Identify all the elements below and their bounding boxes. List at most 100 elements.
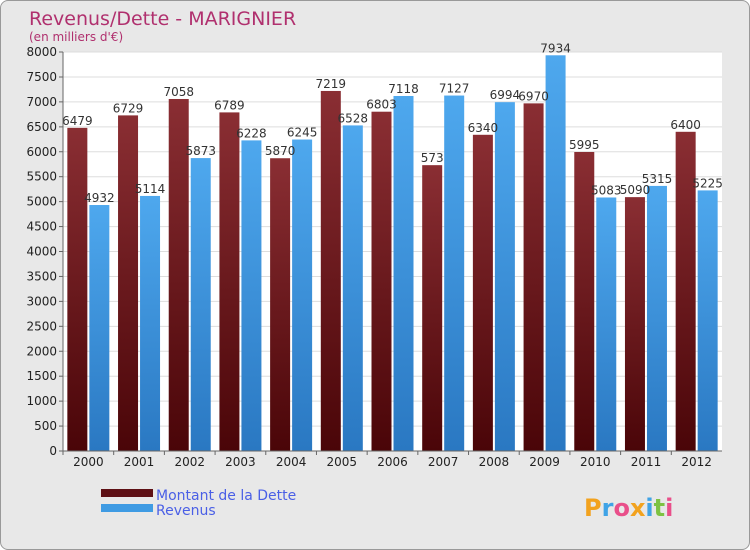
data-label: 6789 — [214, 98, 245, 112]
chart-subtitle: (en milliers d'€) — [29, 30, 123, 44]
bar-dette — [270, 158, 291, 451]
data-label: 6400 — [670, 118, 701, 132]
data-label: 6528 — [338, 111, 369, 125]
x-tick-label: 2007 — [428, 455, 459, 469]
proxiti-logo: Proxiti — [584, 494, 673, 522]
bar-dette — [422, 165, 443, 451]
legend-label-revenus: Revenus — [156, 503, 216, 519]
bar-revenus — [241, 140, 262, 452]
y-tick-label: 8000 — [26, 45, 57, 59]
x-tick-label: 2011 — [631, 455, 662, 469]
y-tick-label: 0 — [49, 444, 57, 458]
bar-revenus — [444, 95, 465, 451]
y-tick-label: 7000 — [26, 95, 57, 109]
logo-letter: r — [602, 494, 614, 522]
bar-dette — [675, 131, 696, 452]
bar-revenus — [190, 158, 211, 452]
data-label: 4932 — [84, 191, 115, 205]
x-tick-label: 2012 — [681, 455, 712, 469]
y-tick-label: 5000 — [26, 195, 57, 209]
bar-revenus — [697, 190, 718, 451]
legend: Montant de la Dette Revenus — [101, 488, 296, 519]
bar-revenus — [494, 102, 515, 451]
bar-revenus — [646, 185, 667, 451]
bar-revenus — [292, 139, 313, 451]
data-label: 5225 — [692, 176, 723, 190]
y-tick-label: 4500 — [26, 220, 57, 234]
y-tick-label: 3000 — [26, 294, 57, 308]
bar-revenus — [89, 205, 110, 451]
y-tick-label: 1500 — [26, 369, 57, 383]
data-labels-layer: 6479 4932 6729 5114 7058 5873 6789 6228 5870 6245… — [62, 41, 723, 205]
legend-label-dette: Montant de la Dette — [156, 488, 296, 504]
x-tick-label: 2001 — [124, 455, 155, 469]
data-label: 573 — [421, 151, 444, 165]
y-tick-label: 500 — [34, 419, 57, 433]
data-label: 5083 — [591, 183, 622, 197]
logo-letter: P — [584, 494, 602, 522]
axis-layer: 0 500 1000 1500 2000 2500 3000 3500 4000 4500 5000… — [26, 45, 722, 469]
x-tick-label: 2005 — [327, 455, 358, 469]
data-label: 6994 — [490, 88, 521, 102]
x-tick-label: 2004 — [276, 455, 307, 469]
bar-dette — [320, 90, 341, 451]
bar-dette — [118, 115, 139, 452]
y-tick-label: 6500 — [26, 120, 57, 134]
bar-dette — [574, 151, 595, 451]
y-tick-label: 2500 — [26, 319, 57, 333]
y-tick-label: 1000 — [26, 394, 57, 408]
bar-dette — [67, 127, 88, 452]
bar-revenus — [393, 95, 414, 451]
data-label: 5873 — [185, 144, 216, 158]
data-label: 6479 — [62, 114, 93, 128]
x-tick-label: 2006 — [377, 455, 408, 469]
logo-letter: o — [613, 494, 630, 522]
data-label: 7118 — [388, 82, 419, 96]
y-tick-label: 6000 — [26, 145, 57, 159]
bar-revenus — [596, 197, 617, 451]
legend-swatch-revenus — [101, 504, 153, 512]
logo-letter: t — [654, 494, 665, 522]
data-label: 5114 — [135, 182, 166, 196]
data-label: 7219 — [316, 77, 347, 91]
y-tick-label: 2000 — [26, 344, 57, 358]
data-label: 5090 — [620, 183, 651, 197]
bar-revenus — [545, 55, 566, 451]
x-tick-label: 2010 — [580, 455, 611, 469]
logo-letter: i — [645, 494, 653, 522]
data-label: 5315 — [642, 172, 673, 186]
data-label: 6803 — [366, 98, 397, 112]
bars-layer — [67, 55, 718, 452]
data-label: 6228 — [236, 126, 267, 140]
data-label: 5870 — [265, 144, 296, 158]
data-label: 7934 — [540, 41, 571, 55]
bar-revenus — [140, 195, 161, 451]
bar-dette — [219, 112, 240, 452]
bar-dette — [624, 197, 645, 451]
x-tick-label: 2003 — [225, 455, 256, 469]
data-label: 7058 — [163, 85, 194, 99]
y-tick-label: 3500 — [26, 269, 57, 283]
x-tick-label: 2000 — [73, 455, 104, 469]
logo-letter: x — [630, 494, 646, 522]
chart-title: Revenus/Dette - MARIGNIER — [29, 8, 296, 30]
grid-layer — [63, 51, 722, 452]
bar-dette — [523, 103, 544, 451]
legend-swatch-dette — [101, 489, 153, 497]
data-label: 6729 — [113, 101, 144, 115]
data-label: 5995 — [569, 138, 600, 152]
y-tick-label: 4000 — [26, 245, 57, 259]
data-label: 6340 — [468, 121, 499, 135]
x-tick-label: 2008 — [479, 455, 510, 469]
x-tick-label: 2009 — [529, 455, 560, 469]
data-label: 6245 — [287, 126, 318, 140]
data-label: 6970 — [518, 89, 549, 103]
data-label: 7127 — [439, 82, 470, 96]
x-tick-label: 2002 — [174, 455, 205, 469]
logo-letter: i — [665, 494, 673, 522]
bar-revenus — [342, 125, 363, 451]
bar-dette — [472, 134, 493, 452]
y-tick-label: 5500 — [26, 170, 57, 184]
